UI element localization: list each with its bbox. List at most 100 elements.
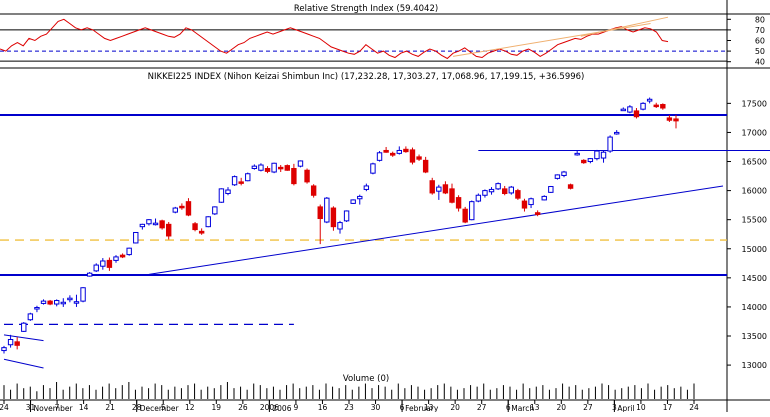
- x-tick-label: 9: [294, 403, 299, 412]
- price-candle-body: [633, 110, 640, 118]
- volume-title: Volume (0): [343, 374, 389, 384]
- price-candle-body: [310, 185, 317, 196]
- price-candle-body: [574, 152, 580, 156]
- price-candle-body: [528, 198, 534, 206]
- price-candle: [482, 189, 488, 198]
- price-candle-body: [119, 254, 126, 258]
- price-candle: [627, 105, 633, 114]
- rsi-y-tick-label: 80: [755, 15, 765, 24]
- price-candle-body: [106, 259, 113, 268]
- price-candle: [245, 172, 251, 182]
- x-tick-label: 19: [212, 403, 222, 412]
- price-candle: [278, 165, 284, 172]
- price-candle: [357, 194, 363, 205]
- x-tick-label: 26: [238, 403, 248, 412]
- price-candle: [502, 185, 508, 196]
- price-candle-body: [442, 184, 449, 194]
- price-y-tick-label: 13000: [742, 361, 767, 370]
- price-y-tick-label: 13500: [742, 332, 767, 341]
- price-candle-body: [7, 339, 14, 346]
- x-tick-label: 12: [185, 403, 195, 412]
- rsi-marks: [0, 16, 669, 60]
- price-candle: [396, 146, 402, 155]
- rsi-trendline: [452, 23, 651, 57]
- rsi-y-tick-label: 60: [755, 37, 765, 46]
- price-candle-body: [139, 223, 146, 228]
- x-tick-label: 20: [557, 403, 567, 412]
- price-candle: [330, 206, 337, 231]
- price-candle: [343, 210, 350, 223]
- price-y-tick-label: 15000: [742, 245, 767, 254]
- price-candle-body: [1, 347, 7, 352]
- x-axis: 2431714212851219262006916233061320276132…: [0, 399, 770, 413]
- price-candle-body: [258, 164, 264, 171]
- price-candle-body: [146, 219, 152, 225]
- price-candle: [212, 206, 218, 216]
- price-candle: [198, 228, 205, 235]
- price-candle-body: [614, 131, 620, 135]
- price-candle-body: [666, 117, 673, 121]
- price-candle: [574, 151, 580, 156]
- price-candle: [633, 108, 640, 119]
- price-candle: [271, 162, 277, 174]
- price-candle: [640, 102, 646, 111]
- x-tick-label: 21: [105, 403, 115, 412]
- price-candle-body: [422, 159, 429, 173]
- price-candle-body: [271, 162, 277, 173]
- price-candle-body: [653, 104, 659, 108]
- price-candle-body: [640, 102, 646, 110]
- price-y-tick-label: 14000: [742, 303, 767, 312]
- price-candle: [390, 151, 396, 157]
- rsi-y-tick-label: 40: [755, 58, 765, 67]
- price-candle: [100, 258, 106, 270]
- price-candle: [192, 222, 198, 232]
- price-candle: [317, 204, 323, 245]
- x-tick-label: 20: [450, 403, 460, 412]
- month-label: 2006: [272, 404, 291, 412]
- x-tick-label: 10: [636, 403, 646, 412]
- price-candle: [231, 175, 238, 186]
- x-tick-label: 23: [344, 403, 354, 412]
- price-candle: [1, 345, 7, 354]
- price-candle-body: [475, 194, 482, 202]
- price-candle-body: [409, 149, 416, 163]
- price-candle-body: [297, 160, 304, 167]
- price-candle: [581, 159, 587, 164]
- price-marks: [1, 97, 679, 354]
- price-candle-body: [330, 207, 337, 228]
- price-candle: [620, 107, 626, 112]
- price-candle-body: [383, 149, 389, 153]
- price-candle: [93, 263, 99, 273]
- x-tick-label: 13: [424, 403, 434, 412]
- price-candle-body: [166, 223, 172, 237]
- price-candle: [7, 334, 14, 348]
- price-candle-body: [403, 148, 409, 153]
- price-candle: [205, 216, 211, 228]
- price-candle-body: [34, 307, 40, 310]
- price-candle-body: [324, 197, 330, 223]
- price-candle-body: [363, 185, 370, 190]
- x-tick-label: 27: [583, 403, 593, 412]
- price-candle: [469, 200, 475, 221]
- price-y-tick-label: 14500: [742, 274, 767, 283]
- x-tick-label: 24: [689, 403, 699, 412]
- price-candle-body: [646, 98, 653, 102]
- price-candle-body: [93, 264, 99, 272]
- price-y-tick-label: 16500: [742, 158, 767, 167]
- price-candle-body: [179, 205, 185, 209]
- price-candle: [40, 299, 47, 305]
- price-candle-body: [251, 165, 258, 169]
- price-candle: [521, 198, 528, 212]
- price-candle: [561, 170, 567, 178]
- price-candle-body: [317, 206, 323, 220]
- price-candle: [258, 163, 264, 172]
- price-candle-body: [469, 201, 475, 221]
- price-candle: [515, 188, 521, 200]
- price-candle: [54, 299, 60, 307]
- price-candle: [607, 135, 613, 153]
- price-candle: [508, 185, 514, 195]
- price-candle-body: [40, 300, 47, 304]
- price-candle: [614, 130, 620, 135]
- price-candle: [462, 206, 468, 224]
